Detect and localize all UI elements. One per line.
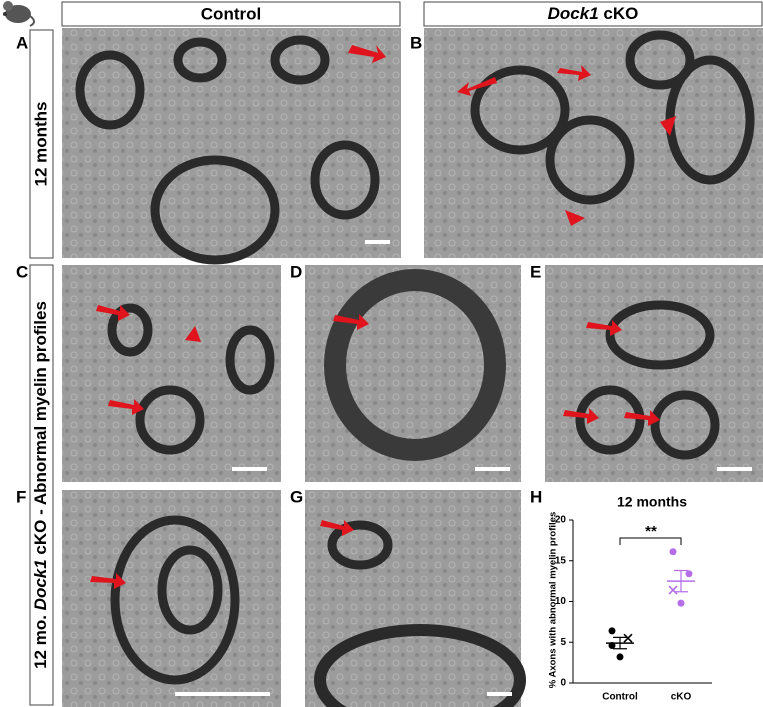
side-pre: 12 mo. — [31, 615, 50, 669]
panel-letter: C — [16, 262, 28, 281]
panel-letter: B — [410, 33, 422, 52]
header-box — [423, 1, 763, 27]
significance-bracket — [619, 537, 682, 545]
y-tick-label: 20 — [555, 515, 567, 526]
chart-title: 12 months — [617, 494, 687, 510]
em-images — [62, 28, 763, 707]
data-point — [608, 627, 616, 635]
panel-letter: F — [16, 487, 26, 506]
mouse-icon — [3, 1, 35, 27]
row-label: 12 months — [31, 101, 50, 186]
header-box — [61, 1, 401, 27]
panel-letter: A — [16, 33, 28, 52]
error-bar — [613, 636, 627, 650]
side-italic: Dock1 — [31, 559, 50, 610]
panel-letter: E — [530, 262, 541, 281]
y-tick-label: 0 — [560, 678, 566, 689]
y-tick-label: 5 — [560, 637, 566, 648]
header-control: Control — [201, 4, 261, 23]
x-tick-label: Control — [602, 692, 638, 703]
panel-letter: H — [530, 487, 542, 506]
arrows — [90, 45, 676, 589]
side-label-box — [29, 264, 54, 706]
y-axis-label: % Axons with abnormal myelin profiles — [548, 512, 559, 689]
data-point — [669, 548, 677, 556]
x-tick-label: cKO — [671, 692, 692, 703]
data-point-cross — [623, 633, 633, 643]
data-point — [685, 570, 693, 578]
header-italic: Dock1 — [548, 4, 599, 23]
panel-letter: D — [290, 262, 302, 281]
y-tick-label: 10 — [555, 596, 567, 607]
side-label: 12 mo. Dock1 cKO - Abnormal myelin profi… — [31, 301, 50, 669]
row-label-box — [29, 29, 54, 259]
side-rest: cKO - Abnormal myelin profiles — [31, 301, 50, 554]
data-point — [616, 653, 624, 661]
header-rest: cKO — [603, 4, 638, 23]
panel-letter: G — [290, 487, 303, 506]
y-tick-label: 15 — [555, 555, 567, 566]
header-cko: Dock1 cKO — [548, 4, 639, 23]
data-point-cross — [668, 585, 678, 595]
data-point — [677, 599, 685, 607]
significance-label: ** — [645, 523, 657, 540]
error-bar — [674, 569, 688, 593]
